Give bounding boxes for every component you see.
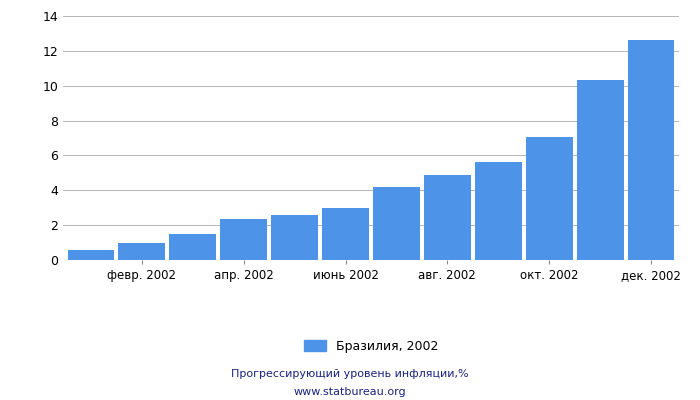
Text: www.statbureau.org: www.statbureau.org bbox=[294, 387, 406, 397]
Bar bbox=[169, 234, 216, 260]
Bar bbox=[373, 187, 420, 260]
Bar bbox=[220, 219, 267, 260]
Bar bbox=[475, 162, 522, 260]
Text: Прогрессирующий уровень инфляции,%: Прогрессирующий уровень инфляции,% bbox=[231, 369, 469, 379]
Legend: Бразилия, 2002: Бразилия, 2002 bbox=[299, 334, 443, 358]
Bar bbox=[628, 40, 674, 260]
Bar bbox=[424, 174, 471, 260]
Bar bbox=[577, 80, 624, 260]
Bar bbox=[118, 242, 165, 260]
Bar bbox=[68, 250, 114, 260]
Bar bbox=[322, 208, 369, 260]
Bar bbox=[271, 215, 318, 260]
Bar bbox=[526, 137, 573, 260]
